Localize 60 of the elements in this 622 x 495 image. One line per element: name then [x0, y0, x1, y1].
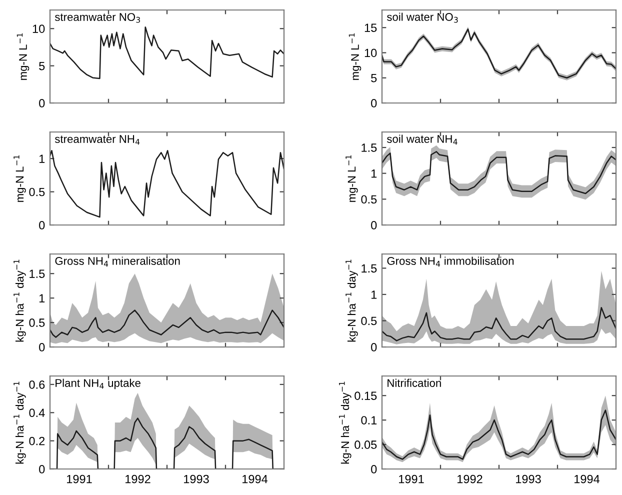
- chart-title: soil water NO$_{3}$: [386, 12, 458, 23]
- y-tick-label: 1: [39, 294, 45, 302]
- x-tick-label: 1993: [516, 474, 541, 484]
- y-tick-label: 15: [364, 24, 377, 32]
- y-tick-label: 5: [371, 74, 377, 82]
- chart-title: streamwater NH$_{4}$: [54, 135, 140, 145]
- y-axis-title: mg-N L$^{−1}$: [14, 155, 26, 202]
- y-tick-label: 1: [371, 169, 377, 178]
- y-tick-label: 1.5: [30, 270, 45, 278]
- chart-title: Gross NH$_{4}$ mineralisation: [55, 256, 180, 267]
- y-tick-label: 0.2: [29, 436, 45, 446]
- y-tick-label: 1.5: [362, 264, 377, 273]
- y-tick-label: 0: [39, 221, 45, 230]
- y-tick-label: 0.1: [361, 416, 377, 424]
- y-tick-label: 5: [39, 62, 45, 70]
- y-tick-label: 1: [39, 154, 45, 163]
- chart-title: Nitrification: [388, 378, 441, 387]
- y-tick-label: 0: [39, 99, 45, 108]
- y-axis-title: mg-N L$^{−1}$: [16, 33, 30, 80]
- x-tick-label: 1993: [184, 474, 209, 484]
- y-axis-title: kg-N ha$^{−1}$ day$^{−1}$: [346, 260, 358, 342]
- line-series: [382, 151, 616, 194]
- chart-title: Plant NH$_{4}$ uptake: [56, 378, 140, 390]
- chart-title: streamwater NO$_{3}$: [54, 13, 140, 23]
- y-axis-title: kg-N ha$^{−1}$ day$^{−1}$: [14, 260, 26, 342]
- x-tick-label: 1992: [458, 474, 482, 484]
- y-tick-label: 0: [371, 343, 377, 352]
- y-tick-label: 0.15: [354, 392, 377, 400]
- y-tick-label: 10: [32, 24, 45, 33]
- line-series: [50, 150, 284, 218]
- y-tick-label: 0: [371, 465, 377, 474]
- y-tick-label: 0.5: [361, 195, 377, 204]
- chart-title: soil water NH$_{4}$: [386, 134, 458, 145]
- y-tick-label: 10: [364, 48, 377, 58]
- line-series: [50, 310, 284, 338]
- y-tick-label: 0.5: [29, 318, 45, 327]
- line-series: [382, 306, 616, 342]
- y-axis-title: kg-N ha$^{−1}$ day$^{−1}$: [339, 382, 352, 464]
- y-tick-label: 0.4: [29, 408, 45, 418]
- y-tick-label: 0: [39, 465, 45, 474]
- chart-title: Gross NH$_{4}$ immobilisation: [387, 256, 514, 267]
- y-axis-title: kg-N ha$^{−1}$ day$^{−1}$: [14, 382, 26, 464]
- y-tick-label: 1: [371, 290, 377, 299]
- x-tick-label: 1991: [399, 474, 424, 484]
- x-tick-label: 1994: [242, 474, 268, 484]
- x-tick-label: 1991: [67, 474, 92, 484]
- y-axis-title: mg-N L$^{−1}$: [348, 33, 362, 80]
- y-tick-label: 0: [371, 221, 377, 230]
- y-tick-label: 0.5: [361, 316, 377, 326]
- x-tick-label: 1994: [574, 474, 600, 484]
- x-tick-label: 1992: [126, 474, 150, 484]
- y-axis-title: mg-N L$^{−1}$: [346, 155, 358, 202]
- y-tick-label: 1.5: [362, 144, 377, 152]
- line-series: [382, 410, 616, 460]
- y-tick-label: 0: [371, 99, 377, 108]
- y-tick-label: 0.5: [29, 188, 45, 196]
- y-tick-label: 0.6: [29, 380, 45, 389]
- line-series: [50, 26, 284, 80]
- y-tick-label: 0.05: [354, 440, 377, 449]
- y-tick-label: 0: [39, 343, 45, 352]
